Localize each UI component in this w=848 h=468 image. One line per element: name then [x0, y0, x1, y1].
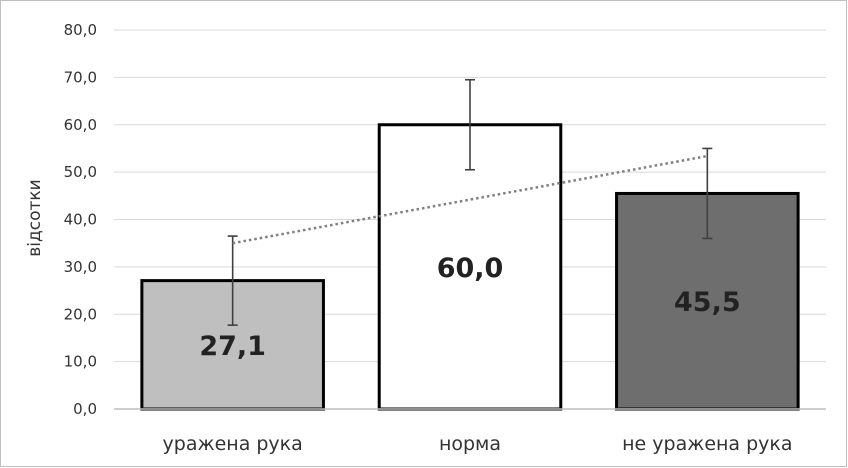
y-tick-label-6: 60,0 [64, 116, 97, 134]
data-label-2: 45,5 [674, 287, 741, 318]
y-tick-label-3: 30,0 [64, 258, 97, 276]
category-label-0: уражена рука [163, 433, 303, 455]
y-tick-label-5: 50,0 [64, 163, 97, 181]
category-label-2: не уражена рука [622, 433, 792, 455]
trendline [232, 154, 708, 245]
y-tick-label-2: 20,0 [64, 305, 97, 323]
y-axis-title: відсотки [25, 179, 45, 256]
y-tick-label-4: 40,0 [64, 211, 97, 229]
bar-2 [615, 191, 800, 411]
bar-1 [377, 123, 563, 411]
y-tick-label-1: 10,0 [64, 353, 97, 371]
y-tick-label-0: 0,0 [73, 400, 97, 418]
y-tick-label-7: 70,0 [64, 68, 97, 86]
data-label-0: 27,1 [199, 331, 266, 362]
y-tick-label-8: 80,0 [64, 21, 97, 39]
category-label-1: норма [439, 433, 501, 455]
data-label-1: 60,0 [437, 253, 504, 284]
